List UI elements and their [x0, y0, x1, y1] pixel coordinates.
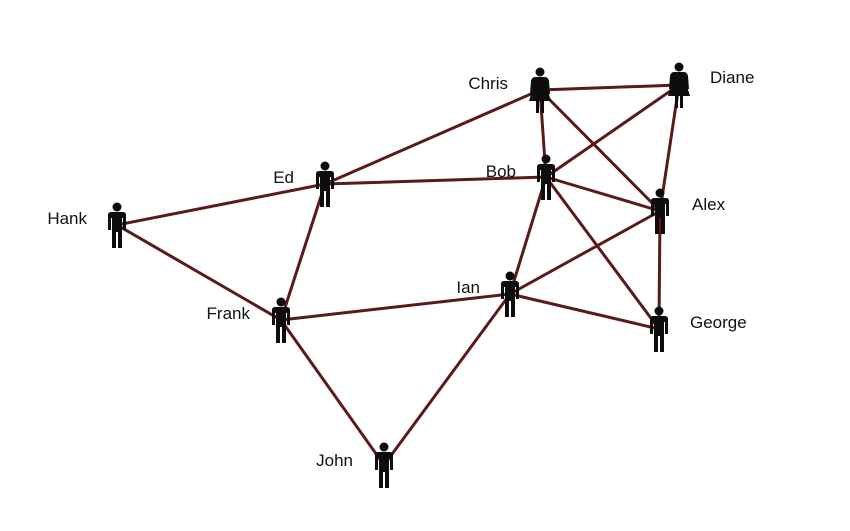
- edge-bob-ian: [508, 175, 548, 296]
- male-person-icon: [108, 202, 126, 248]
- edges-layer: [115, 83, 681, 467]
- male-person-icon: [501, 271, 519, 317]
- node-george: George: [650, 306, 747, 352]
- male-person-icon: [272, 297, 290, 343]
- node-label-chris: Chris: [468, 74, 508, 93]
- node-label-alex: Alex: [692, 195, 726, 214]
- edge-ed-hank: [115, 182, 327, 227]
- node-label-diane: Diane: [710, 68, 754, 87]
- male-person-icon: [375, 442, 393, 488]
- node-hank: Hank: [47, 202, 126, 248]
- edge-bob-ed: [323, 175, 548, 186]
- edge-hank-frank: [115, 223, 283, 322]
- edge-chris-ed: [323, 88, 542, 186]
- edge-alex-ian: [508, 209, 662, 296]
- edge-chris-diane: [538, 83, 681, 92]
- node-bob: Bob: [486, 154, 555, 200]
- edge-frank-john: [279, 318, 386, 467]
- nodes-layer: Chris Diane Bob Ed Alex Hank Ian Frank George Joh…: [47, 62, 754, 488]
- node-frank: Frank: [207, 297, 290, 343]
- node-john: John: [316, 442, 393, 488]
- edge-ian-george: [508, 292, 661, 331]
- node-label-frank: Frank: [207, 304, 251, 323]
- node-label-hank: Hank: [47, 209, 87, 228]
- male-person-icon: [650, 306, 668, 352]
- node-ian: Ian: [456, 271, 519, 317]
- edge-ian-john: [382, 292, 512, 467]
- male-person-icon: [537, 154, 555, 200]
- female-person-icon: [529, 67, 551, 113]
- node-label-ed: Ed: [273, 168, 294, 187]
- node-label-george: George: [690, 313, 747, 332]
- node-alex: Alex: [651, 188, 726, 234]
- edge-chris-alex: [538, 88, 662, 213]
- edge-ed-frank: [279, 182, 327, 322]
- edge-bob-alex: [544, 175, 662, 213]
- node-chris: Chris: [468, 67, 551, 113]
- node-label-bob: Bob: [486, 162, 516, 181]
- node-label-john: John: [316, 451, 353, 470]
- male-person-icon: [316, 161, 334, 207]
- female-person-icon: [668, 62, 690, 108]
- node-ed: Ed: [273, 161, 334, 207]
- edge-ian-frank: [279, 292, 512, 322]
- edge-bob-george: [544, 175, 661, 331]
- edge-diane-bob: [544, 83, 681, 179]
- node-label-ian: Ian: [456, 278, 480, 297]
- node-diane: Diane: [668, 62, 754, 108]
- male-person-icon: [651, 188, 669, 234]
